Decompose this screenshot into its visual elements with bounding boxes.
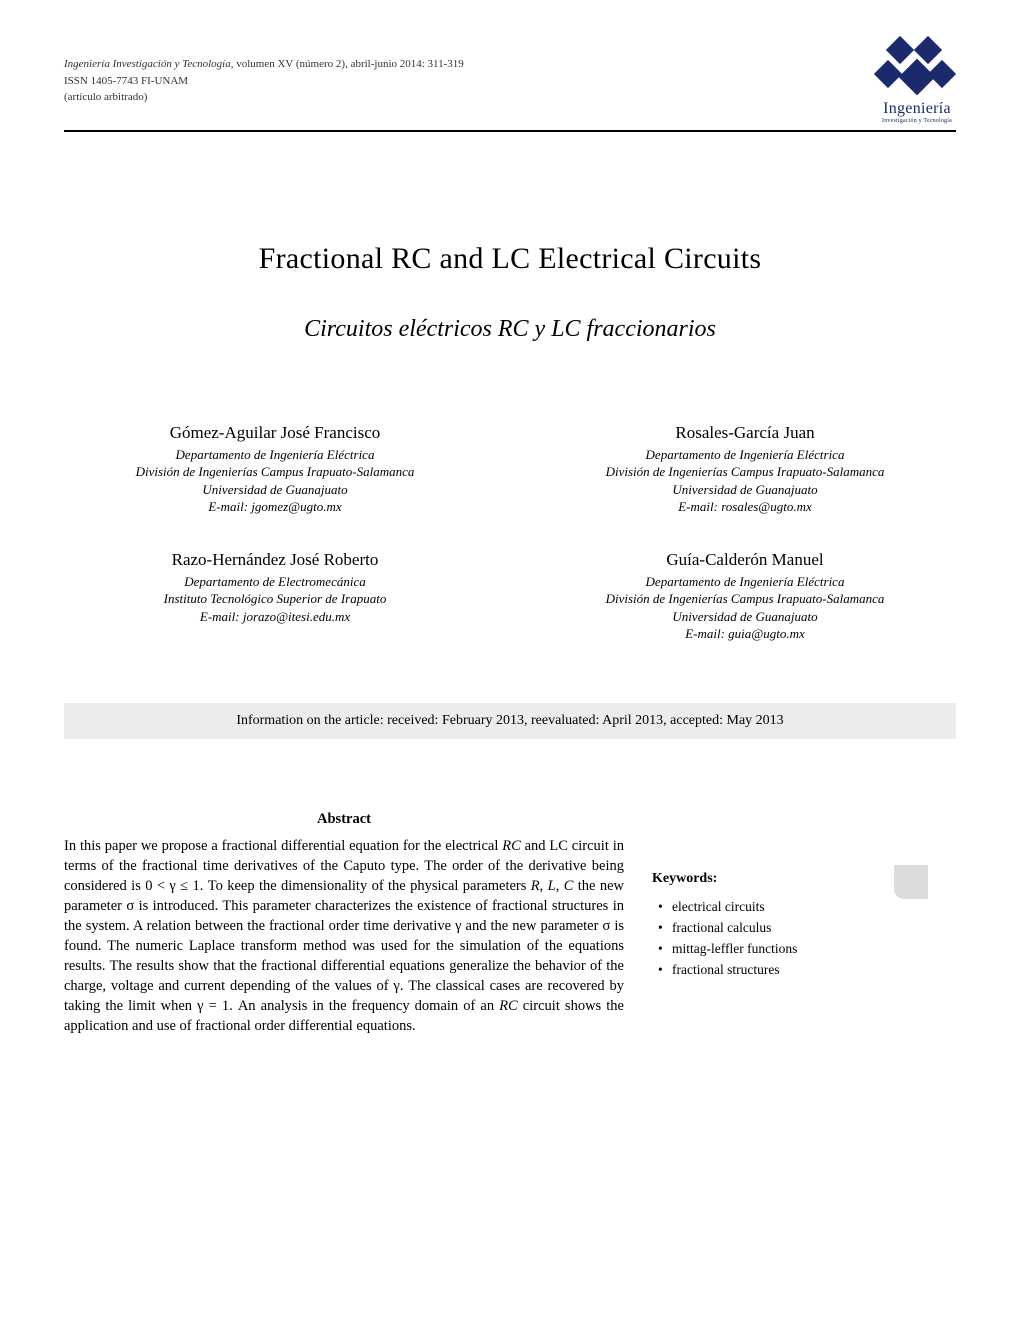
keywords-list: electrical circuits fractional calculus … xyxy=(652,897,922,981)
title-block: Fractional RC and LC Electrical Circuits… xyxy=(64,242,956,343)
abstract-column: Abstract In this paper we propose a frac… xyxy=(64,811,624,1036)
issn-line: ISSN 1405-7743 FI-UNAM xyxy=(64,75,188,87)
journal-logo: Ingeniería Investigación y Tecnología xyxy=(878,40,956,124)
author-name: Guía-Calderón Manuel xyxy=(565,550,925,570)
body-area: Abstract In this paper we propose a frac… xyxy=(64,811,956,1036)
keywords-column: Keywords: electrical circuits fractional… xyxy=(652,871,922,1036)
abstract-text: In this paper we propose a fractional di… xyxy=(64,836,624,1036)
header-rule xyxy=(64,130,956,132)
article-title: Fractional RC and LC Electrical Circuits xyxy=(64,242,956,276)
logo-subtitle: Investigación y Tecnología xyxy=(878,118,956,124)
keywords-heading: Keywords: xyxy=(652,871,922,887)
author-column-right: Rosales-García Juan Departamento de Inge… xyxy=(565,423,925,643)
article-info-bar: Information on the article: received: Fe… xyxy=(64,703,956,739)
article-subtitle: Circuitos eléctricos RC y LC fraccionari… xyxy=(64,316,956,343)
journal-name: Ingeniería Investigación y Tecnología xyxy=(64,58,231,70)
author-affiliation: Departamento de Ingeniería EléctricaDivi… xyxy=(565,573,925,643)
author-affiliation: Departamento de ElectromecánicaInstituto… xyxy=(95,573,455,626)
author-entry: Gómez-Aguilar José Francisco Departament… xyxy=(95,423,455,516)
logo-icon xyxy=(878,40,956,96)
author-name: Rosales-García Juan xyxy=(565,423,925,443)
keyword-item: fractional structures xyxy=(658,960,922,981)
keyword-item: fractional calculus xyxy=(658,918,922,939)
arbitrated-note: (artículo arbitrado) xyxy=(64,91,147,103)
author-entry: Razo-Hernández José Roberto Departamento… xyxy=(95,550,455,626)
abstract-heading: Abstract xyxy=(64,811,624,828)
keywords-corner-decoration xyxy=(894,865,928,899)
issue-info: , volumen XV (número 2), abril-junio 201… xyxy=(231,58,464,70)
header-meta: Ingeniería Investigación y Tecnología, v… xyxy=(64,56,664,106)
keyword-item: mittag-leffler functions xyxy=(658,939,922,960)
author-affiliation: Departamento de Ingeniería EléctricaDivi… xyxy=(565,446,925,516)
author-affiliation: Departamento de Ingeniería EléctricaDivi… xyxy=(95,446,455,516)
author-name: Gómez-Aguilar José Francisco xyxy=(95,423,455,443)
author-entry: Guía-Calderón Manuel Departamento de Ing… xyxy=(565,550,925,643)
logo-word: Ingeniería xyxy=(878,100,956,118)
author-entry: Rosales-García Juan Departamento de Inge… xyxy=(565,423,925,516)
author-column-left: Gómez-Aguilar José Francisco Departament… xyxy=(95,423,455,643)
authors-block: Gómez-Aguilar José Francisco Departament… xyxy=(64,423,956,643)
author-name: Razo-Hernández José Roberto xyxy=(95,550,455,570)
keyword-item: electrical circuits xyxy=(658,897,922,918)
